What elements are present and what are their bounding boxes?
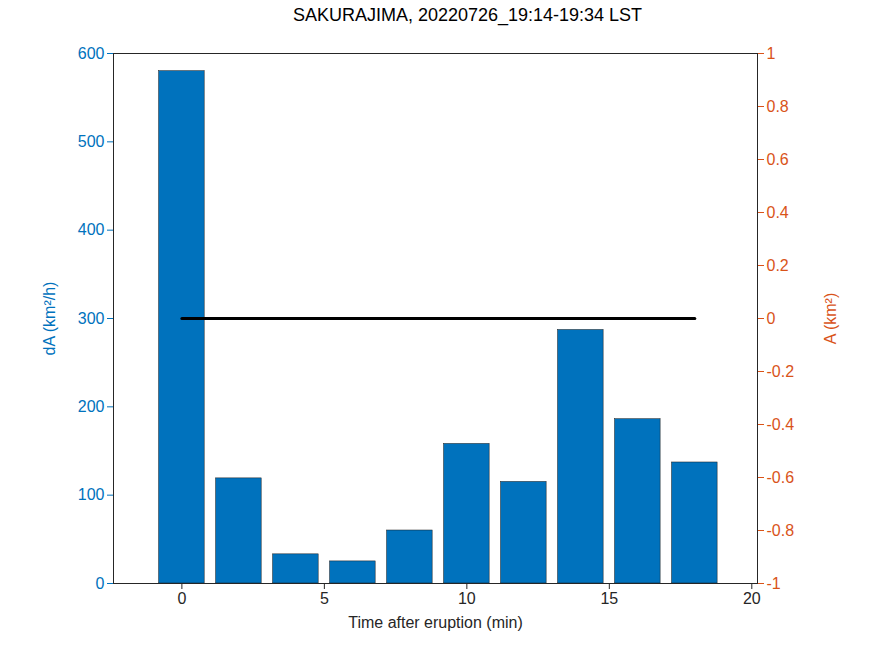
svg-text:0.6: 0.6 [767, 151, 789, 168]
svg-text:0: 0 [96, 575, 105, 592]
svg-text:-1: -1 [767, 575, 781, 592]
svg-text:300: 300 [78, 310, 105, 327]
svg-text:Time after eruption (min): Time after eruption (min) [348, 614, 523, 631]
svg-text:dA (km²/h): dA (km²/h) [41, 282, 58, 356]
svg-text:0.8: 0.8 [767, 98, 789, 115]
svg-text:0: 0 [177, 590, 186, 607]
svg-text:400: 400 [78, 221, 105, 238]
svg-text:500: 500 [78, 133, 105, 150]
svg-text:10: 10 [458, 590, 476, 607]
svg-text:100: 100 [78, 486, 105, 503]
svg-text:20: 20 [743, 590, 761, 607]
svg-text:-0.2: -0.2 [767, 363, 795, 380]
svg-text:-0.4: -0.4 [767, 416, 795, 433]
svg-text:600: 600 [78, 45, 105, 62]
svg-text:A (km²): A (km²) [822, 293, 839, 345]
svg-text:0.2: 0.2 [767, 257, 789, 274]
svg-text:0.4: 0.4 [767, 204, 789, 221]
svg-text:15: 15 [600, 590, 618, 607]
svg-text:-0.8: -0.8 [767, 522, 795, 539]
svg-text:5: 5 [320, 590, 329, 607]
svg-text:1: 1 [767, 45, 776, 62]
svg-text:200: 200 [78, 398, 105, 415]
svg-text:-0.6: -0.6 [767, 469, 795, 486]
html-text:SAKURAJIMA, 20220726_19:14-19:: SAKURAJIMA, 20220726_19:14-19:34 LST [292, 5, 643, 25]
svg-text:0: 0 [767, 310, 776, 327]
